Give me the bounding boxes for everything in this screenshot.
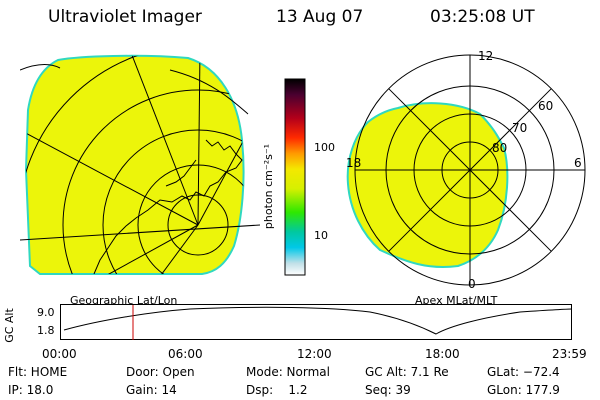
mlt-label-12: 12 — [478, 49, 493, 63]
colorbar-tick-10: 10 — [314, 229, 328, 242]
door-info: Door: Open — [126, 365, 195, 379]
lat-label-80: 80 — [492, 141, 507, 155]
glat-info: GLat: −72.4 — [487, 365, 560, 379]
altitude-ytick-9: 9.0 — [37, 306, 55, 319]
lat-label-60: 60 — [538, 99, 553, 113]
colorbar-unit-label: photon cm⁻²s⁻¹ — [262, 143, 276, 230]
xtick-1800: 18:00 — [425, 347, 460, 361]
mlt-label-6: 6 — [574, 156, 582, 170]
geographic-caption: Geographic Lat/Lon — [70, 294, 178, 307]
ip-info: IP: 18.0 — [8, 383, 54, 397]
mlt-label-18: 18 — [346, 156, 361, 170]
lat-label-70: 70 — [512, 121, 527, 135]
apex-caption: Apex MLat/MLT — [415, 294, 498, 307]
mode-info: Mode: Normal — [246, 365, 330, 379]
dsp-info: Dsp: 1.2 — [246, 383, 308, 397]
gc-alt-info: GC Alt: 7.1 Re — [365, 365, 449, 379]
seq-info: Seq: 39 — [365, 383, 411, 397]
time-label: 03:25:08 UT — [430, 7, 535, 27]
colorbar-tick-100: 100 — [314, 141, 335, 154]
polar-plot: 12 18 6 0 60 70 80 — [346, 49, 586, 291]
altitude-ylabel: GC Alt — [2, 308, 16, 343]
app-title: Ultraviolet Imager — [48, 7, 202, 27]
xtick-2359: 23:59 — [552, 347, 587, 361]
aurora-region — [24, 54, 245, 275]
xtick-0600: 06:00 — [168, 347, 203, 361]
date-label: 13 Aug 07 — [276, 7, 364, 27]
colorbar — [284, 78, 306, 276]
xtick-1200: 12:00 — [297, 347, 332, 361]
glon-info: GLon: 177.9 — [487, 383, 560, 397]
flt-info: Flt: HOME — [8, 365, 68, 379]
altitude-ytick-1-8: 1.8 — [37, 324, 55, 337]
mlt-label-0: 0 — [468, 277, 476, 291]
xtick-0000: 00:00 — [42, 347, 77, 361]
altitude-plot — [60, 304, 573, 340]
geographic-image — [20, 54, 260, 275]
gain-info: Gain: 14 — [126, 383, 177, 397]
